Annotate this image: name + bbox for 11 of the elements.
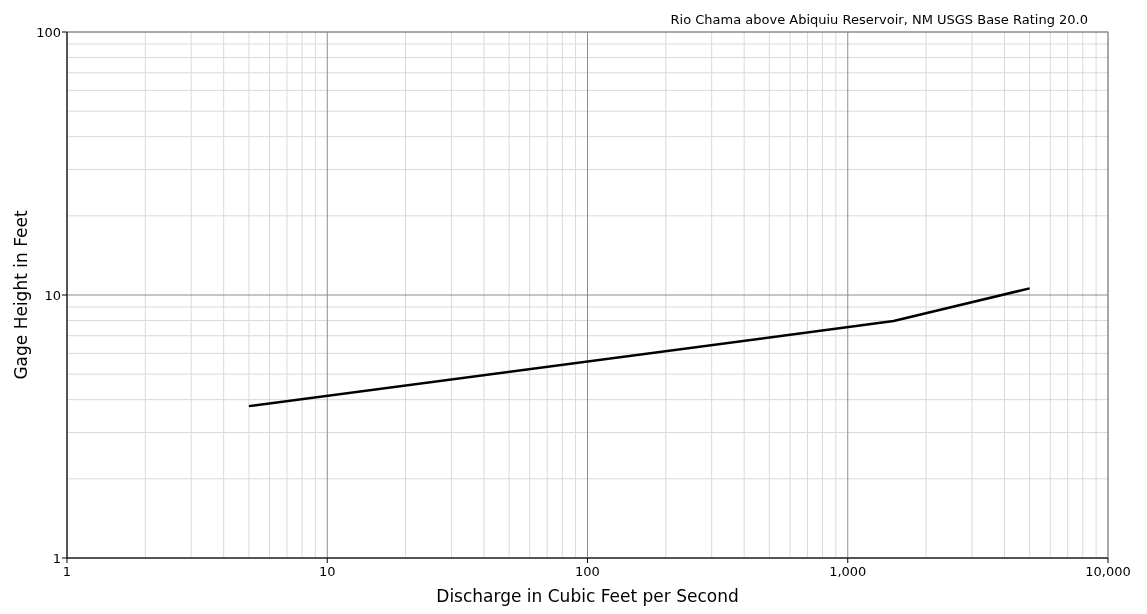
y-tick-label: 1 xyxy=(52,550,61,566)
x-tick-label: 10 xyxy=(318,564,336,579)
x-tick-label: 1,000 xyxy=(829,564,867,579)
y-axis-title: Gage Height in Feet xyxy=(11,210,31,380)
x-tick-label: 100 xyxy=(575,564,600,579)
x-tick-label: 1 xyxy=(62,564,72,579)
chart-title: Rio Chama above Abiquiu Reservoir, NM USGS Base Rating 20.0 xyxy=(670,12,1088,27)
y-tick-label: 100 xyxy=(36,24,61,40)
x-tick-label: 10,000 xyxy=(1085,564,1131,579)
x-axis-title: Discharge in Cubic Feet per Second xyxy=(436,586,739,606)
y-tick-label: 10 xyxy=(44,287,61,303)
